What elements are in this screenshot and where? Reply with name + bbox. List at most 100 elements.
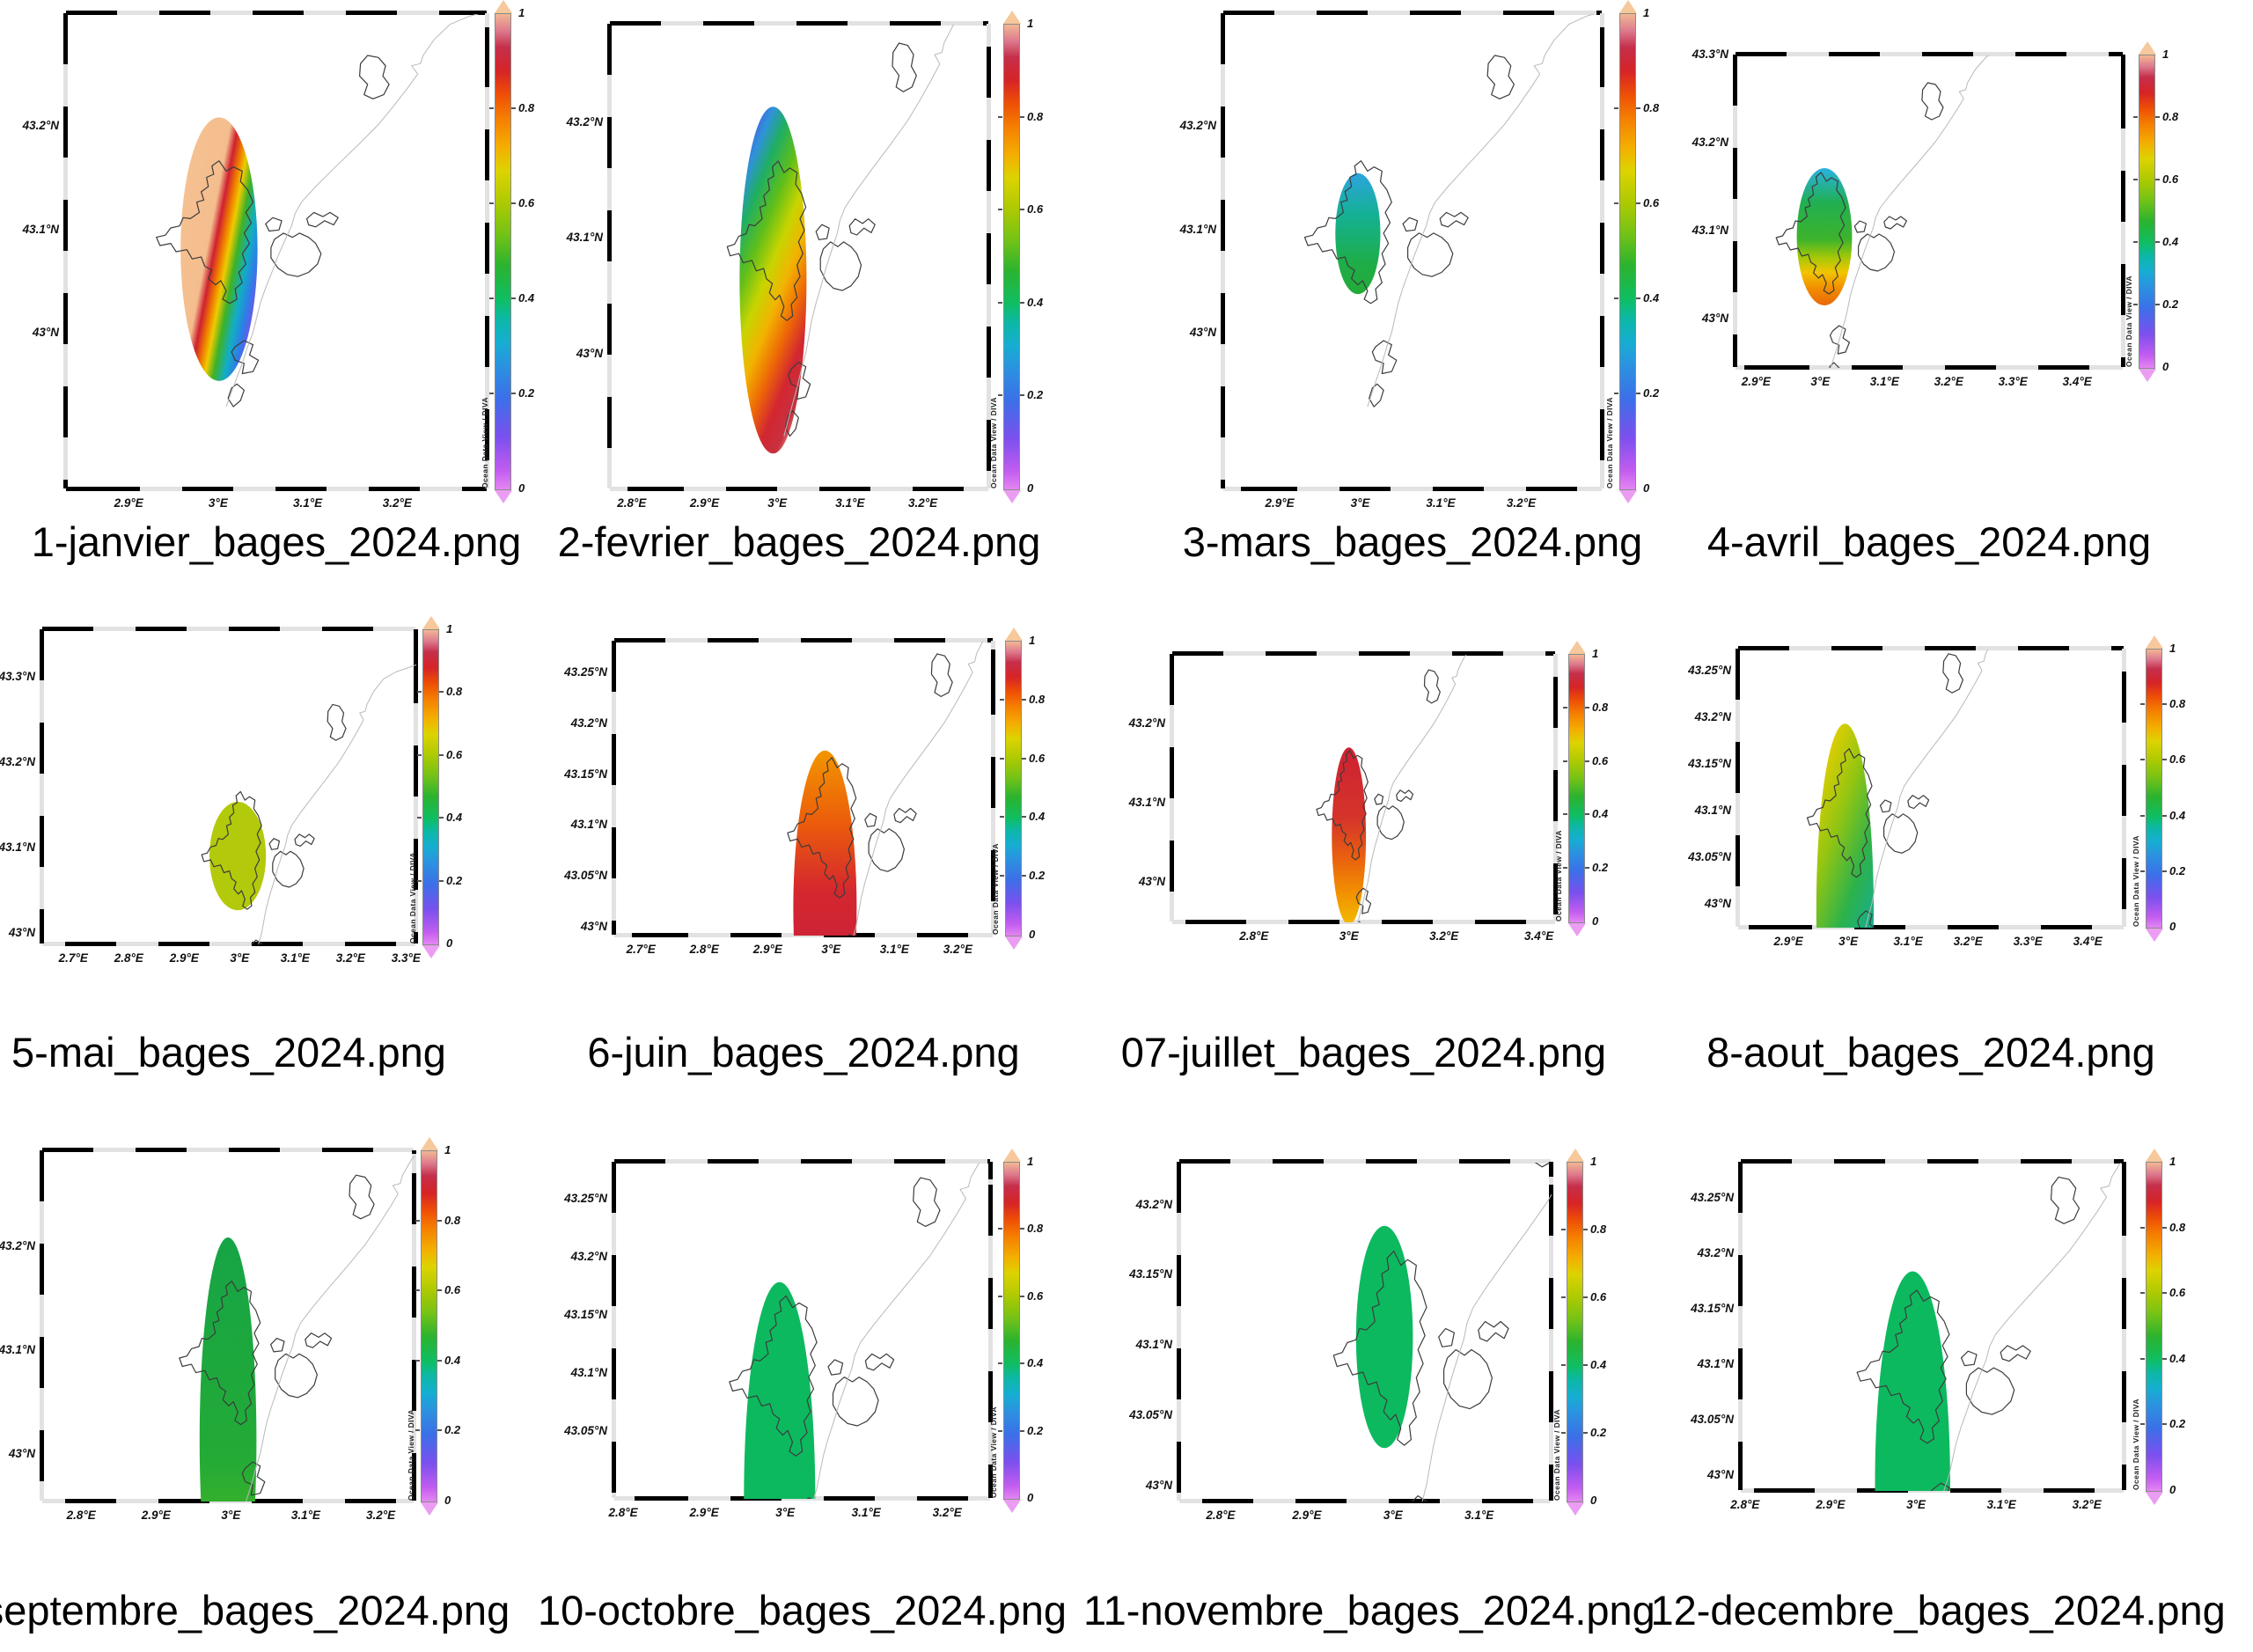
coastline-ayrolle-lagoon [1376,805,1405,841]
frame-dash-top [66,11,487,15]
coastline-clape-contour [1423,669,1441,704]
coastline-gruissan-ponds [1907,795,1930,810]
colorbar-tick [1636,393,1640,394]
coastline-sainte-lucie-island [1371,340,1398,375]
colorbar-tick-label: 0.8 [518,101,535,114]
frame-dash-bottom [1172,920,1555,924]
colorbar-tick [1583,1229,1588,1230]
frame-dash-top [610,21,988,26]
y-axis-tick-label: 43.15°N [1688,756,1731,770]
y-axis-tick-label: 43.25°N [564,1192,607,1206]
y-axis-tick-label: 43.2°N [570,716,607,730]
interpolated-data-blob [1355,1225,1413,1449]
x-axis-tick-label: 3.2°E [365,1509,396,1522]
colorbar [421,1150,437,1502]
colorbar-tick [1000,698,1004,701]
coastline-ayrolle-lagoon [275,1353,318,1399]
colorbar-tick [437,1359,442,1362]
x-axis-tick-label: 2.8°E [689,943,719,956]
coastline-clape-contour [892,42,917,92]
colorbar-tick [1561,1432,1566,1434]
colorbar-tick [1020,1295,1024,1297]
colorbar-tick [998,1429,1002,1432]
x-axis-tick-label: 2.9°E [752,943,782,956]
x-axis-tick-label: 2.9°E [689,1506,719,1519]
coastline-gruissan-ponds [294,833,315,847]
y-axis-tick-label: 43°N [580,919,607,933]
frame-dash-right [991,641,995,935]
filename-caption: 1-janvier_bages_2024.png [31,518,522,565]
y-axis-tick-label: 43°N [1701,312,1728,325]
coastline-ayrolle-lagoon [819,241,862,291]
colorbar-tick [1561,1364,1566,1366]
odv-watermark: Ocean Data View / DIVA [1552,1409,1561,1501]
y-axis-tick-label: 43.2°N [0,1238,35,1252]
x-axis-tick-label: 3.2°E [1953,935,1983,948]
x-axis-tick-label: 3.1°E [1986,1498,2016,1511]
coastline-clape-contour [359,55,390,99]
colorbar-tick [1585,706,1589,709]
colorbar-tick [2155,179,2160,180]
frame-dash-right [1600,13,1604,488]
colorbar-tick [998,1295,1002,1297]
colorbar-tick-label: 0.6 [1643,196,1660,209]
x-axis-tick-label: 2.8°E [1730,1498,1760,1511]
colorbar-tick [1020,1429,1024,1432]
map-plot [787,642,984,936]
frame-dash-left [1738,1162,1743,1490]
map-frame [40,1148,416,1503]
frame-dash-right [412,1150,416,1501]
colorbar-tick [1022,698,1026,701]
colorbar-tick [2133,241,2138,243]
x-axis-tick-label: 2.9°E [169,951,199,965]
coastline-gruissan-ponds [1439,211,1469,228]
y-axis-tick-label: 43°N [8,926,35,940]
coastline-clape-contour [1534,1163,1552,1168]
coastline-gruissan-ponds [1883,216,1907,230]
frame-dash-bottom [42,942,415,946]
y-axis-tick-label: 43.15°N [1129,1267,1172,1281]
colorbar-tick-label: 0.6 [1027,1289,1044,1303]
frame-dash-top [1172,651,1555,656]
coastline-bages-sigean-lagoon [1856,1289,1950,1444]
colorbar-tick-label: 0 [1027,1491,1034,1504]
coastline-ayrolle-lagoon [272,850,305,888]
colorbar-tick [998,1228,1002,1230]
coastline-campignol-pond [1853,220,1867,233]
colorbar-tick [2140,1292,2145,1295]
coastline-sainte-lucie-island [241,1461,266,1496]
colorbar-tick-label: 0.2 [518,386,535,400]
x-axis-tick-label: 3.3°E [1998,375,2028,388]
colorbar-tick [417,753,422,756]
coastline-bages-sigean-lagoon [1806,748,1873,878]
colorbar [1619,13,1636,490]
coastline-campignol-pond [864,812,877,827]
colorbar-tick-label: 0 [2169,1483,2176,1496]
colorbar-tick-label: 1 [444,1143,451,1156]
interpolated-data-blob [180,117,258,381]
coastline-clape-contour [349,1174,375,1220]
x-axis-tick-label: 3.2°E [1429,929,1459,943]
colorbar-tick [511,107,516,109]
colorbar-tick [417,691,422,694]
coastline-campignol-pond [1438,1327,1455,1347]
colorbar-tick [998,301,1002,304]
frame-dash-top [1741,1159,2124,1164]
colorbar-tick [2140,814,2145,817]
coastline-south-islet [227,383,245,407]
y-axis-tick-label: 43.05°N [564,1423,607,1437]
colorbar-arrow-top-icon [1004,628,1023,641]
map-frame [40,627,418,946]
colorbar-tick [2155,241,2160,243]
x-axis-tick-label: 3.2°E [335,951,365,965]
x-axis-tick-label: 3.1°E [835,496,865,510]
coastline-campignol-pond [1960,1350,1978,1367]
colorbar-tick [2140,870,2145,872]
colorbar-tick-label: 0.6 [2169,1286,2186,1300]
coastline-ayrolle-lagoon [1858,233,1896,272]
coastline-campignol-pond [1374,793,1384,805]
colorbar-tick-label: 0.2 [2162,297,2179,311]
coastline-sainte-lucie-island [231,340,260,375]
x-axis-tick-label: 2.9°E [1741,375,1771,388]
